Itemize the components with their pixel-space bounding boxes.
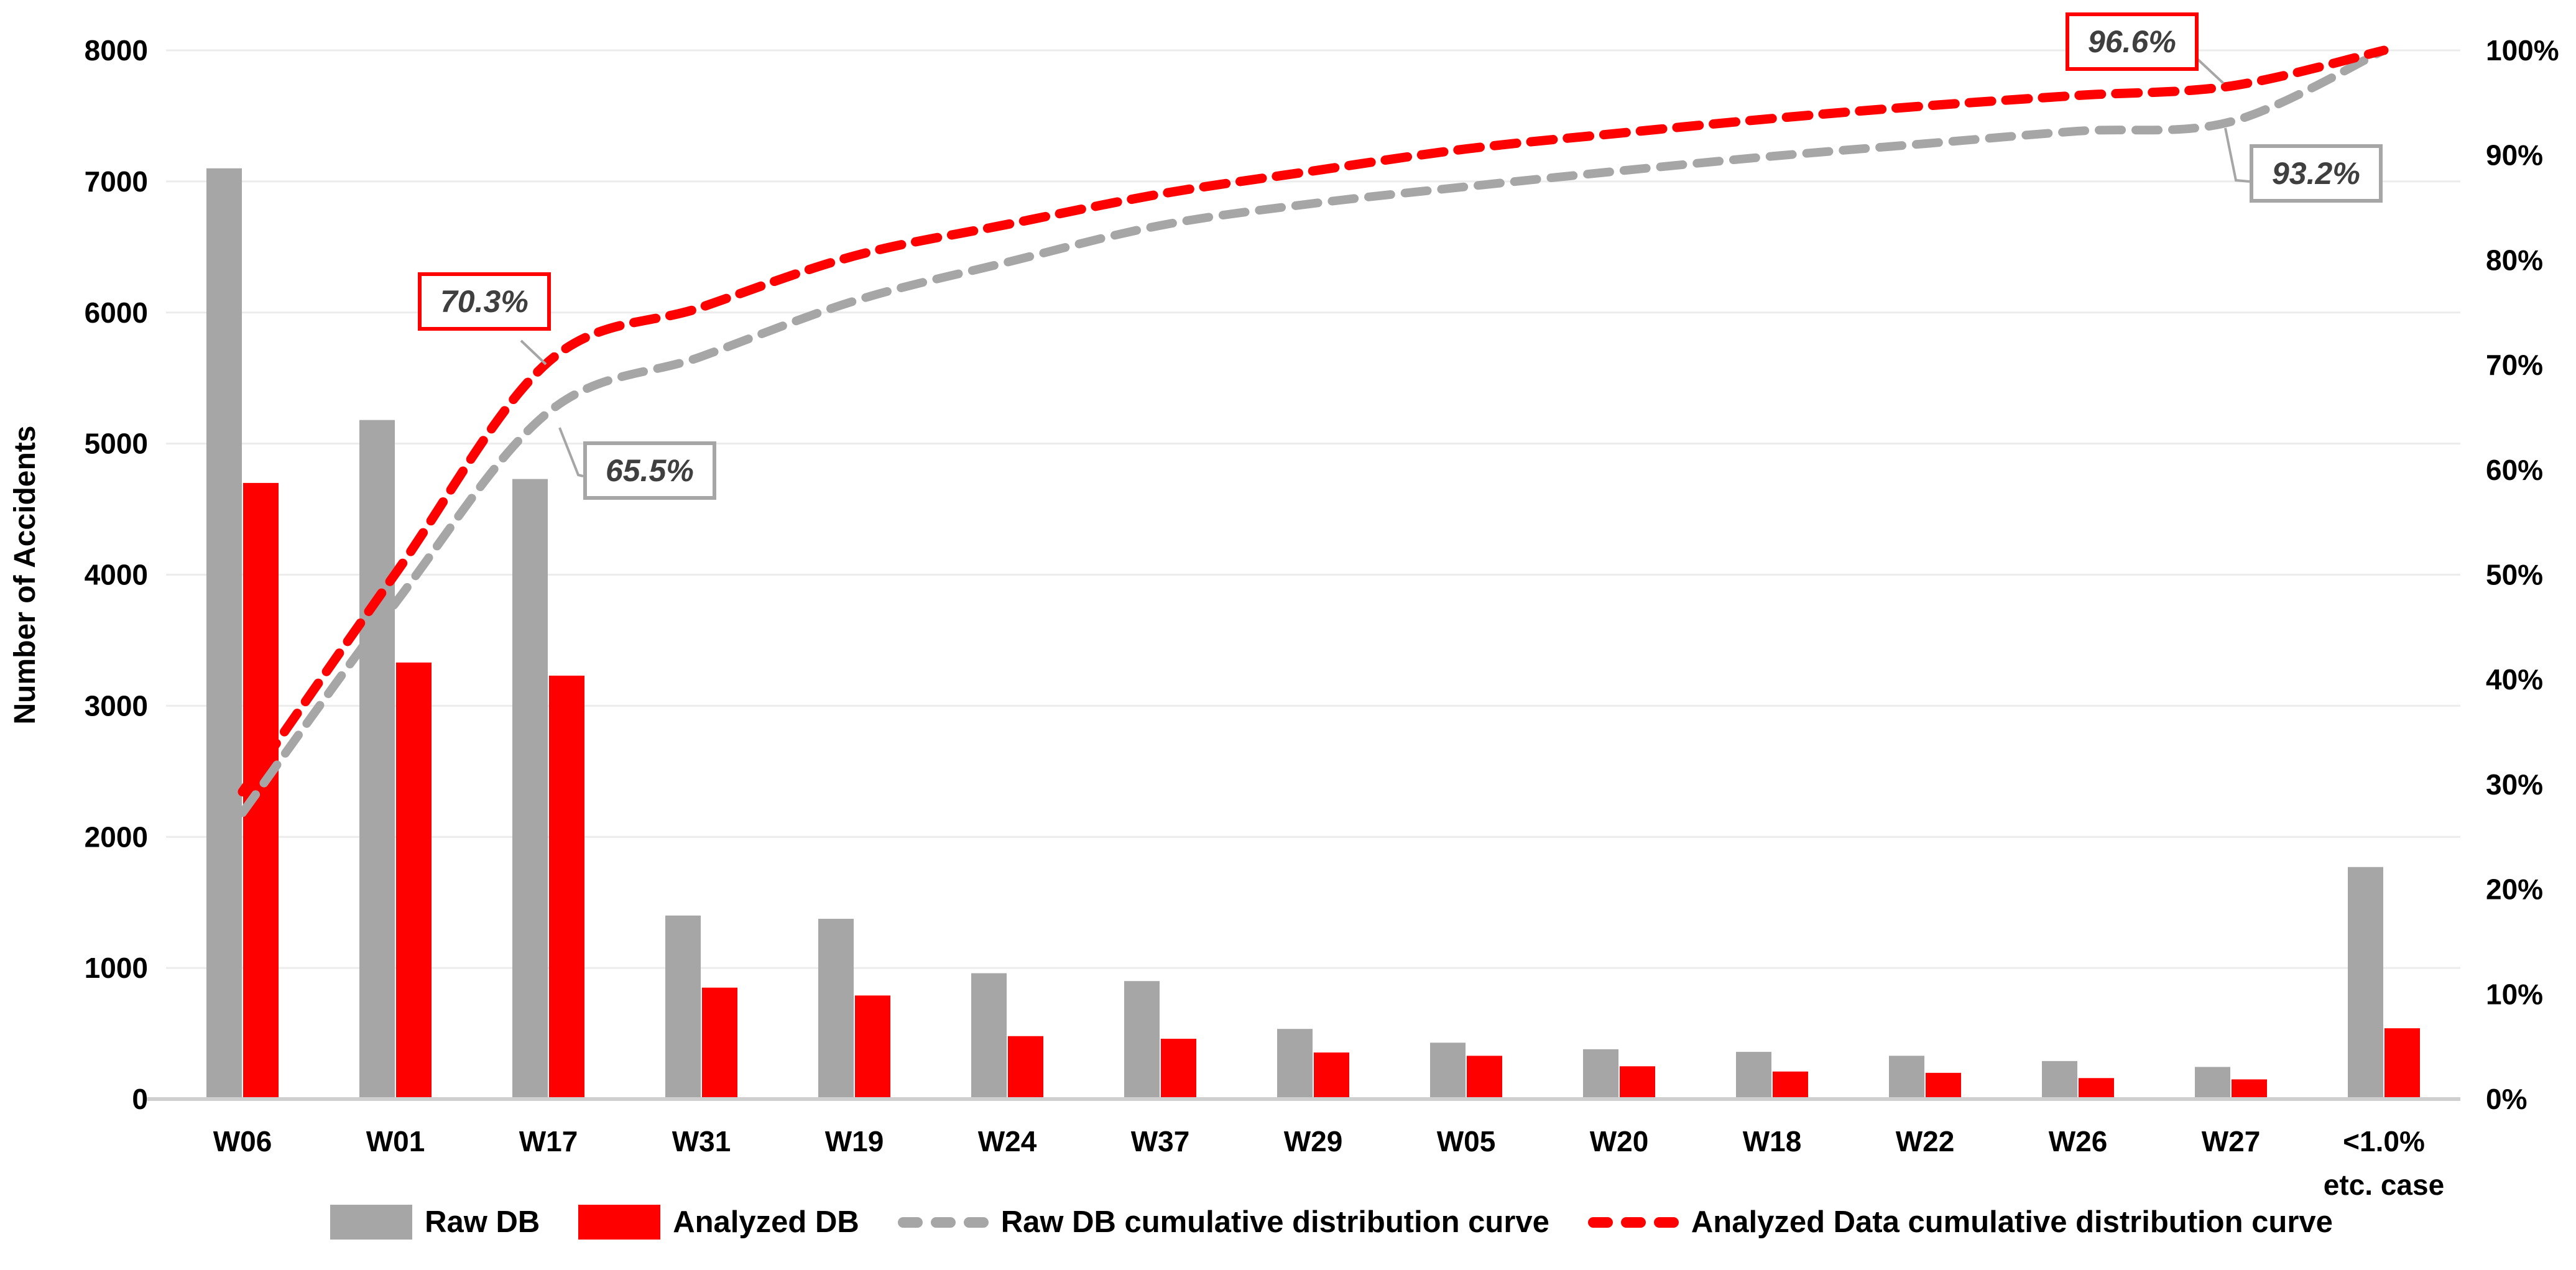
bar-analyzed-W01	[396, 662, 432, 1099]
right-tick-100%: 100%	[2486, 34, 2559, 67]
bar-analyzed-W24	[1008, 1036, 1043, 1099]
bar-analyzed-W26	[2079, 1078, 2114, 1099]
bar-raw-W17	[512, 479, 548, 1099]
bar-raw-W22	[1889, 1056, 1924, 1099]
x-label-W18: W18	[1743, 1125, 1802, 1157]
bar-raw-W19	[818, 919, 854, 1099]
x-label-etc-case: etc. case	[2324, 1169, 2444, 1201]
legend: Raw DB Analyzed DB Raw DB cumulative dis…	[44, 1192, 2576, 1252]
right-tick-50%: 50%	[2486, 559, 2543, 591]
bar-raw-W05	[1430, 1042, 1466, 1099]
right-tick-0%: 0%	[2486, 1083, 2527, 1115]
bar-raw-W27	[2195, 1067, 2230, 1099]
right-tick-30%: 30%	[2486, 768, 2543, 801]
legend-label-raw-db: Raw DB	[425, 1205, 540, 1239]
bar-raw-W31	[665, 915, 701, 1099]
raw-curve-dash-icon	[897, 1217, 989, 1228]
bar-analyzed-W17	[549, 675, 584, 1099]
x-label-W06: W06	[213, 1125, 272, 1157]
bar-raw-W24	[971, 973, 1007, 1099]
left-tick-1000: 1000	[85, 952, 148, 984]
right-tick-20%: 20%	[2486, 873, 2543, 906]
x-label-W29: W29	[1284, 1125, 1343, 1157]
x-label-W27: W27	[2202, 1125, 2261, 1157]
left-tick-6000: 6000	[85, 297, 148, 329]
x-label-W05: W05	[1437, 1125, 1496, 1157]
bar-analyzed-W06	[243, 482, 279, 1099]
bar-analyzed-W22	[1926, 1072, 1961, 1099]
legend-label-analyzed-db: Analyzed DB	[673, 1205, 859, 1239]
legend-label-raw-curve: Raw DB cumulative distribution curve	[1000, 1205, 1549, 1239]
x-label-W31: W31	[672, 1125, 731, 1157]
x-label-W24: W24	[978, 1125, 1037, 1157]
right-tick-40%: 40%	[2486, 663, 2543, 696]
bar-raw-W26	[2042, 1061, 2077, 1099]
raw-cumulative-curve	[238, 46, 2388, 817]
x-label-<1.0%: <1.0%	[2343, 1125, 2425, 1157]
x-label-W20: W20	[1590, 1125, 1649, 1157]
y-axis-title: Number of Accidents	[9, 426, 42, 725]
right-tick-90%: 90%	[2486, 139, 2543, 172]
legend-item-analyzed-curve: Analyzed Data cumulative distribution cu…	[1587, 1205, 2333, 1240]
left-tick-7000: 7000	[85, 165, 148, 198]
bar-raw-W20	[1583, 1049, 1618, 1099]
right-tick-10%: 10%	[2486, 978, 2543, 1010]
annotation-callout-line-1	[558, 427, 584, 477]
raw-db-swatch	[330, 1205, 413, 1240]
x-label-W17: W17	[519, 1125, 578, 1157]
bar-analyzed-W05	[1467, 1056, 1502, 1099]
left-tick-8000: 8000	[85, 34, 148, 67]
x-label-W37: W37	[1131, 1125, 1190, 1157]
bar-raw-W01	[359, 420, 395, 1099]
right-tick-70%: 70%	[2486, 349, 2543, 381]
bar-analyzed-W29	[1314, 1052, 1349, 1099]
bar-analyzed-W37	[1161, 1038, 1196, 1099]
analyzed-cumulative-curve	[238, 45, 2389, 797]
legend-label-analyzed-curve: Analyzed Data cumulative distribution cu…	[1691, 1205, 2333, 1239]
left-tick-3000: 3000	[85, 689, 148, 722]
bar-analyzed-W27	[2232, 1079, 2267, 1099]
bar-analyzed-W20	[1620, 1066, 1655, 1099]
bar-raw-<1.0%	[2348, 867, 2383, 1099]
bar-raw-W37	[1124, 981, 1160, 1099]
bar-raw-W29	[1277, 1029, 1313, 1099]
left-tick-4000: 4000	[85, 559, 148, 591]
left-tick-2000: 2000	[85, 821, 148, 853]
x-label-W26: W26	[2049, 1125, 2108, 1157]
bar-analyzed-W19	[855, 995, 890, 1099]
x-label-W22: W22	[1896, 1125, 1955, 1157]
x-label-W01: W01	[366, 1125, 425, 1157]
right-tick-60%: 60%	[2486, 454, 2543, 486]
annotation-callout-line-0	[520, 339, 547, 366]
left-tick-5000: 5000	[85, 428, 148, 460]
legend-item-analyzed-db: Analyzed DB	[578, 1205, 859, 1240]
annotation-analyzed-w27: 96.6%	[2066, 12, 2199, 71]
x-label-W19: W19	[825, 1125, 884, 1157]
right-tick-80%: 80%	[2486, 244, 2543, 276]
bar-analyzed-W31	[702, 987, 737, 1099]
annotation-raw-w17: 65.5%	[583, 441, 716, 500]
bar-analyzed-W18	[1773, 1071, 1808, 1099]
legend-item-raw-db: Raw DB	[330, 1205, 540, 1240]
analyzed-db-swatch	[578, 1205, 661, 1240]
left-tick-0: 0	[132, 1083, 148, 1115]
annotation-raw-w27: 93.2%	[2250, 144, 2383, 203]
bar-raw-W18	[1736, 1052, 1771, 1099]
annotation-analyzed-w17: 70.3%	[418, 272, 551, 331]
bar-analyzed-<1.0%	[2384, 1028, 2420, 1099]
legend-item-raw-curve: Raw DB cumulative distribution curve	[897, 1205, 1549, 1240]
analyzed-curve-dash-icon	[1587, 1217, 1679, 1228]
bar-raw-W06	[206, 168, 242, 1100]
annotation-callout-line-3	[2224, 127, 2250, 183]
